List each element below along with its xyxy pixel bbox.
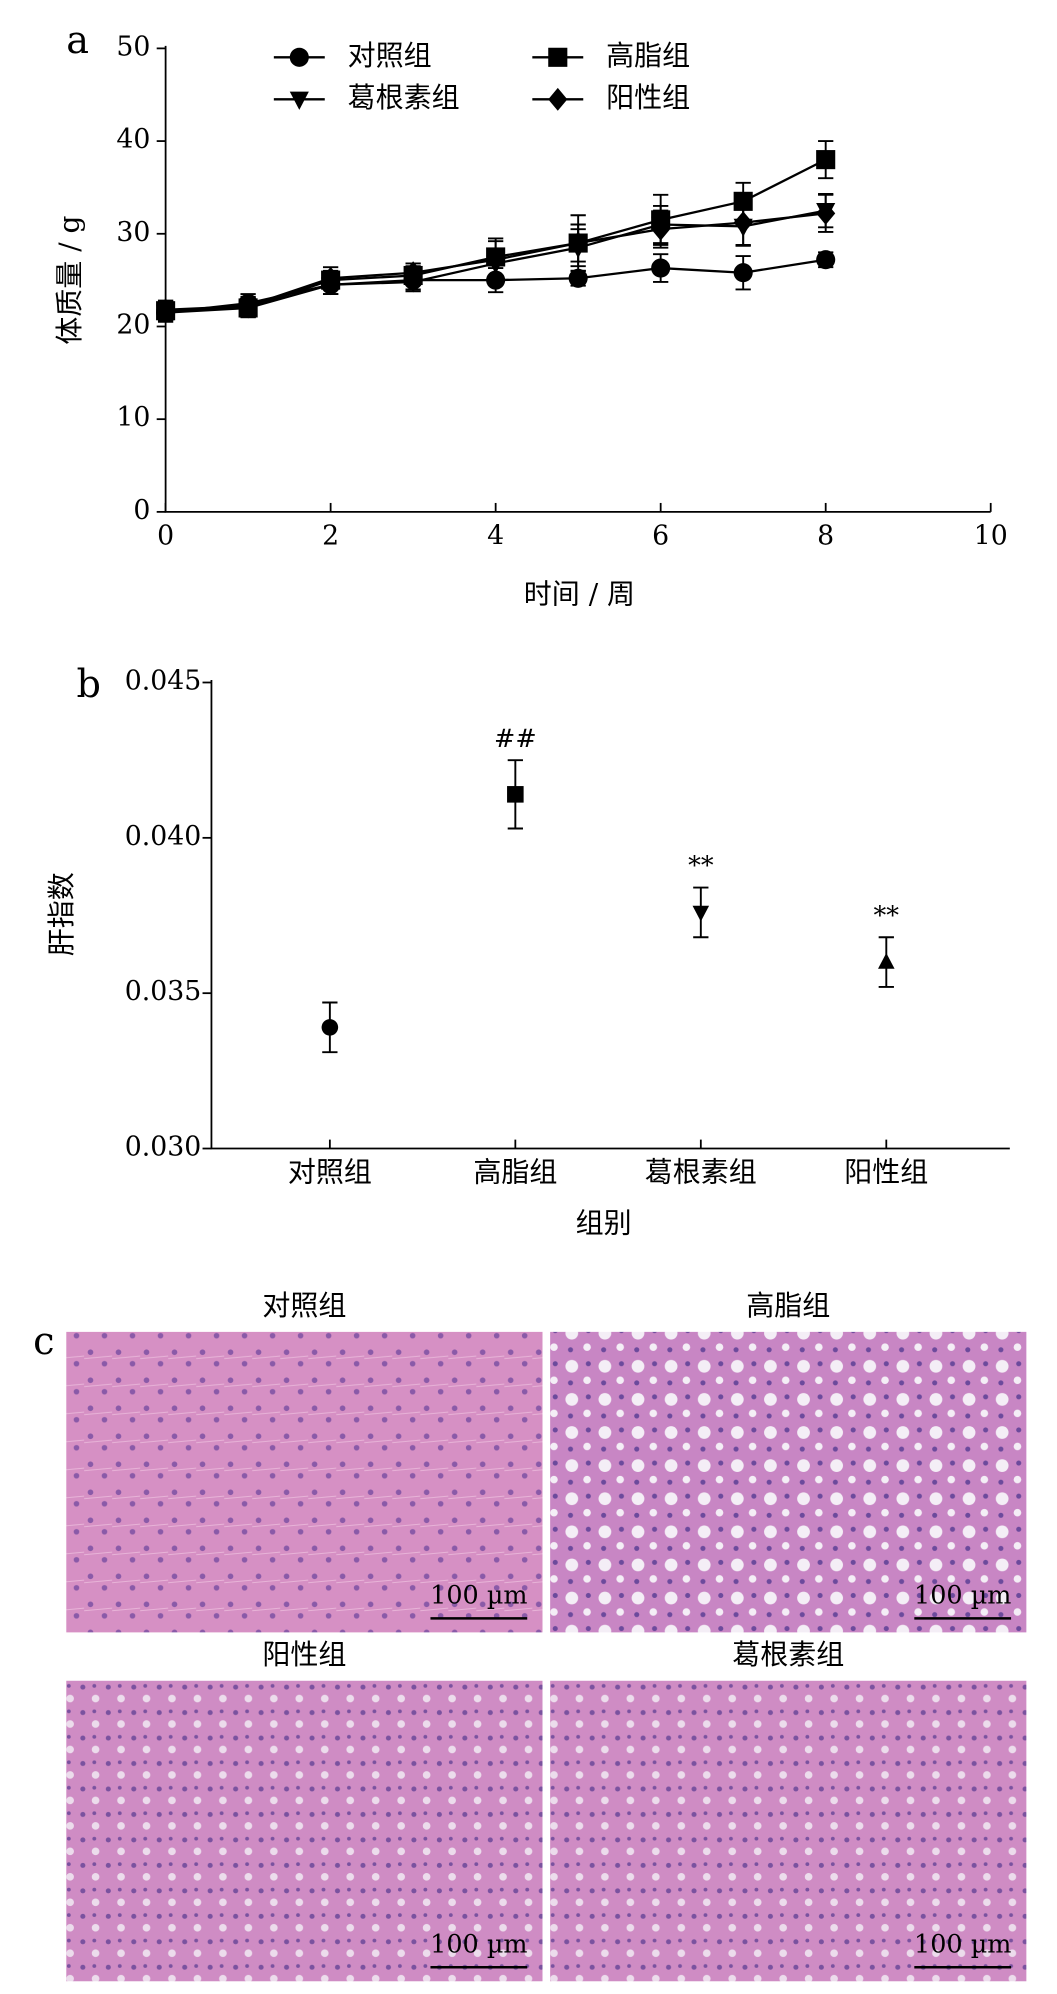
image-title: 高脂组 [746, 1289, 830, 1322]
marker [692, 905, 710, 922]
x-tick-label: 2 [322, 520, 339, 551]
marker [816, 150, 836, 170]
marker [486, 248, 506, 272]
legend-label: 高脂组 [606, 39, 690, 72]
x-tick-label: 对照组 [288, 1155, 372, 1188]
y-tick-label: 10 [116, 402, 150, 433]
y-tick-label: 0.040 [125, 821, 202, 852]
y-tick-label: 0 [133, 495, 150, 526]
y-tick-label: 50 [116, 31, 150, 62]
legend-marker [289, 47, 309, 67]
legend-label: 葛根素组 [348, 81, 460, 114]
x-tick-label: 阳性组 [844, 1155, 928, 1188]
annotation: ## [494, 724, 537, 754]
x-tick-label: 葛根素组 [645, 1155, 757, 1188]
image-title: 对照组 [262, 1289, 346, 1322]
x-tick-label: 10 [974, 520, 1008, 551]
panel-a: a 时间 / 周 体质量 / g 0 10 20 30 40 50 0 2 4 6 8 10 对照组 高脂… [53, 19, 1008, 611]
legend-marker [548, 47, 568, 67]
scale-bar-label: 100 µm [914, 1930, 1011, 1960]
micrograph [550, 1680, 1027, 1982]
annotation: ** [688, 851, 714, 881]
panel-b: b 组别 肝指数 0.030 0.035 0.040 0.045 对照组 高脂组 葛根素组 阳… [45, 663, 1010, 1239]
legend-label: 对照组 [348, 39, 432, 72]
y-axis-label: 体质量 / g [53, 215, 86, 344]
marker [507, 786, 524, 803]
y-axis-label: 肝指数 [45, 872, 78, 956]
legend-label: 阳性组 [606, 81, 690, 114]
image-title: 阳性组 [262, 1638, 346, 1671]
x-tick-label: 6 [652, 520, 669, 551]
y-tick-label: 30 [116, 217, 150, 248]
micrograph [66, 1331, 543, 1633]
marker [321, 1019, 339, 1036]
y-tick-label: 0.045 [125, 665, 202, 696]
marker [733, 211, 753, 235]
micrograph [66, 1680, 543, 1982]
marker [403, 261, 423, 285]
x-axis-label: 时间 / 周 [524, 577, 635, 610]
marker [651, 217, 671, 241]
y-tick-label: 40 [116, 124, 150, 155]
marker [238, 294, 258, 318]
y-tick-label: 0.030 [125, 1132, 202, 1163]
panel-label: a [66, 19, 89, 63]
marker [733, 263, 753, 283]
marker [816, 250, 836, 270]
panel-label: c [33, 1320, 54, 1364]
image-title: 葛根素组 [732, 1638, 844, 1671]
scale-bar-label: 100 µm [430, 1581, 527, 1611]
scale-bar-label: 100 µm [430, 1930, 527, 1960]
legend-marker [289, 91, 309, 110]
legend-marker [548, 87, 568, 111]
scale-bar-label: 100 µm [914, 1581, 1011, 1611]
micrograph [550, 1331, 1027, 1633]
marker [816, 201, 836, 225]
x-tick-label: 4 [487, 520, 504, 551]
y-tick-label: 0.035 [125, 976, 202, 1007]
marker [651, 258, 671, 278]
x-tick-label: 高脂组 [473, 1155, 557, 1188]
marker [878, 953, 895, 969]
x-axis-label: 组别 [576, 1206, 632, 1239]
x-tick-label: 8 [817, 520, 834, 551]
marker [568, 231, 588, 255]
panel-label: b [76, 663, 100, 707]
panel-c: c 对照组 100 µm 高脂组 100 µm 阳性组 100 µm 葛根素组 100 µm [33, 1289, 1027, 1982]
y-tick-label: 20 [116, 309, 150, 340]
annotation: ** [874, 901, 900, 931]
marker [568, 268, 588, 288]
x-tick-label: 0 [157, 520, 174, 551]
